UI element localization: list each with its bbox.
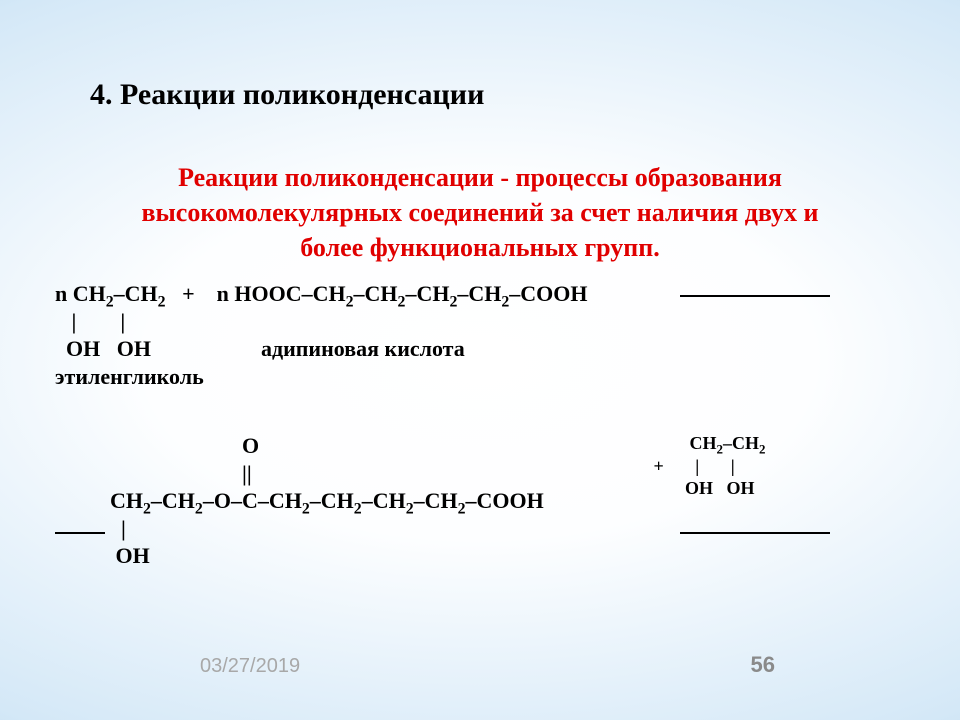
arrow-3 <box>680 532 830 534</box>
eq2-t1: CH <box>55 488 143 513</box>
eq2-dbl: || <box>55 461 252 486</box>
def-line1: Реакции поликонденсации - процессы образ… <box>178 163 782 192</box>
equation-1: n CH2–CH2 + n HOOC–CH2–CH2–CH2–CH2–COOH … <box>55 280 588 390</box>
def-line3: более функциональных групп. <box>300 233 659 262</box>
eq1-t3: + n HOOC–CH <box>166 281 346 306</box>
eq1-t2: –CH <box>114 281 158 306</box>
eq2-t5: –CH <box>362 488 406 513</box>
eq2-t2: –CH <box>151 488 195 513</box>
arrow-2 <box>55 532 105 534</box>
footer-date: 03/27/2019 <box>200 655 300 678</box>
slide-title: 4. Реакции поликонденсации <box>90 78 484 112</box>
sp-bonds: + | | <box>640 456 735 476</box>
page-number: 56 <box>751 652 775 678</box>
eq2-bond: | <box>55 516 126 541</box>
eq2-t7: –COOH <box>466 488 544 513</box>
eq2-o: O <box>55 433 259 458</box>
eq1-t5: –CH <box>405 281 449 306</box>
eq1-t6: –CH <box>457 281 501 306</box>
eq2-t4: –CH <box>310 488 354 513</box>
sp-t2: –CH <box>723 433 759 453</box>
eq1-t4: –CH <box>354 281 398 306</box>
sp-t1: CH <box>640 433 717 453</box>
eq1-t7: –COOH <box>509 281 587 306</box>
eq1-bonds: | | <box>55 309 125 334</box>
eq2-oh: OH <box>55 543 150 568</box>
eq1-t1: n CH <box>55 281 106 306</box>
equation-2: O || CH2–CH2–O–C–CH2–CH2–CH2–CH2–COOH | … <box>55 432 544 570</box>
eq2-t6: –CH <box>414 488 458 513</box>
slide: 4. Реакции поликонденсации Реакции полик… <box>0 0 960 720</box>
definition-block: Реакции поликонденсации - процессы образ… <box>0 160 960 265</box>
def-line2: высокомолекулярных соединений за счет на… <box>141 198 818 227</box>
eq1-labels: OH OH адипиновая кислота <box>55 336 465 361</box>
side-product: CH2–CH2 + | | OH OH <box>640 432 765 500</box>
eq2-t3: –O–C–CH <box>203 488 302 513</box>
eq1-name: этиленгликоль <box>55 364 204 389</box>
sp-oh: OH OH <box>640 478 755 498</box>
arrow-1 <box>680 295 830 297</box>
